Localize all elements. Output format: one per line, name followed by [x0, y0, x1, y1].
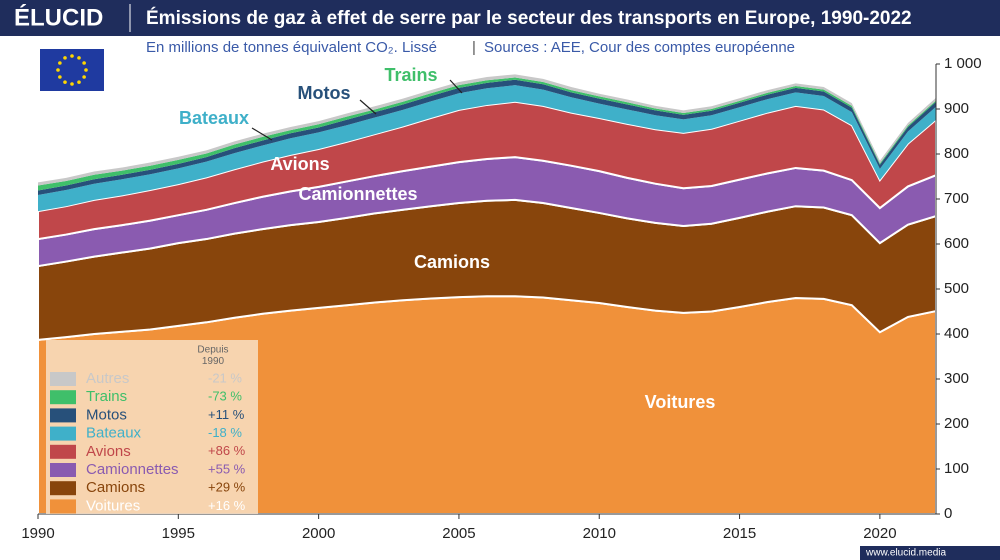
- separator-bar: |: [472, 39, 476, 56]
- leader-line: [359, 99, 377, 115]
- y-tick-label: 1 000: [944, 55, 982, 72]
- legend-change: +11 %: [208, 407, 245, 422]
- header-bar: [0, 0, 1000, 36]
- area-label: Avions: [270, 154, 329, 174]
- legend-label: Avions: [86, 443, 131, 460]
- subtitle: En millions de tonnes équivalent CO₂. Li…: [146, 39, 437, 56]
- y-tick-label: 400: [944, 325, 969, 342]
- y-tick-label: 600: [944, 235, 969, 252]
- y-tick-label: 700: [944, 190, 969, 207]
- eu-flag: [40, 49, 104, 91]
- legend-label: Trains: [86, 388, 127, 405]
- y-tick-label: 0: [944, 505, 952, 522]
- x-tick-label: 2010: [583, 525, 616, 542]
- footer: www.elucid.media: [865, 548, 946, 559]
- x-tick-label: 1990: [21, 525, 54, 542]
- x-tick-label: 2015: [723, 525, 756, 542]
- x-tick-label: 2000: [302, 525, 335, 542]
- legend-label: Bateaux: [86, 425, 142, 442]
- legend-swatch: [50, 408, 76, 423]
- area-label: Camions: [414, 252, 490, 272]
- area-label: Trains: [384, 65, 437, 85]
- y-tick-label: 500: [944, 280, 969, 297]
- legend-header: 1990: [202, 356, 225, 367]
- area-label: Camionnettes: [298, 184, 417, 204]
- legend-label: Motos: [86, 406, 127, 423]
- brand: ÉLUCID: [14, 3, 103, 31]
- y-tick-label: 300: [944, 370, 969, 387]
- legend-swatch: [50, 426, 76, 441]
- legend-label: Camionnettes: [86, 461, 179, 478]
- legend-change: -18 %: [208, 425, 242, 440]
- chart-title: Émissions de gaz à effet de serre par le…: [146, 7, 912, 29]
- y-tick-label: 900: [944, 100, 969, 117]
- x-tick-label: 1995: [162, 525, 195, 542]
- legend-swatch: [50, 481, 76, 496]
- y-tick-label: 800: [944, 145, 969, 162]
- legend-box: [46, 340, 258, 514]
- legend-swatch: [50, 390, 76, 405]
- legend-label: Camions: [86, 479, 145, 496]
- legend-change: +86 %: [208, 443, 246, 458]
- area-label: Bateaux: [179, 108, 249, 128]
- leader-line: [251, 127, 273, 141]
- x-tick-label: 2020: [863, 525, 896, 542]
- legend-swatch: [50, 444, 76, 459]
- legend-label: Voitures: [86, 497, 140, 514]
- source: Sources : AEE, Cour des comptes européen…: [484, 39, 795, 56]
- y-tick-label: 200: [944, 415, 969, 432]
- legend-change: +16 %: [208, 498, 246, 513]
- legend-change: +29 %: [208, 480, 246, 495]
- area-label: Voitures: [645, 392, 716, 412]
- legend: Depuis 1990 Voitures +16 % Camions +29 % Camio…: [46, 340, 258, 514]
- legend-change: +55 %: [208, 461, 246, 476]
- leader-line: [449, 79, 463, 94]
- legend-change: -73 %: [208, 389, 242, 404]
- legend-swatch: [50, 463, 76, 477]
- area-label: Motos: [298, 83, 351, 103]
- legend-change: -21 %: [208, 370, 242, 385]
- x-tick-label: 2005: [442, 525, 475, 542]
- area: [38, 85, 936, 212]
- legend-header: Depuis 1990: [197, 345, 228, 367]
- footer-bar: [860, 546, 1000, 560]
- legend-swatch: [50, 372, 76, 386]
- y-tick-label: 100: [944, 460, 969, 477]
- legend-swatch: [50, 499, 76, 514]
- legend-label: Autres: [86, 370, 129, 387]
